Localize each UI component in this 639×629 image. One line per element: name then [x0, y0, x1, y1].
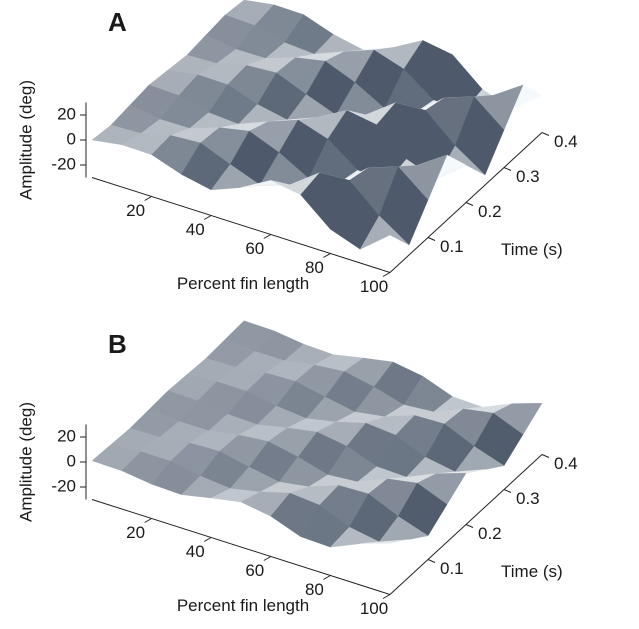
- y-tick-label: 0.2: [478, 202, 502, 221]
- x-tick: [382, 594, 391, 599]
- z-tick-label: 20: [57, 104, 76, 123]
- x-tick: [203, 215, 212, 220]
- x-tick-label: 80: [305, 258, 324, 277]
- x-axis: [91, 499, 391, 595]
- y-tick-label: 0.1: [440, 237, 464, 256]
- x-tick: [323, 575, 331, 580]
- x-tick: [263, 556, 272, 561]
- y-tick: [541, 454, 550, 458]
- y-tick-label: 0.2: [478, 524, 502, 543]
- surface-panel: [91, 320, 543, 548]
- y-tick-label: 0.1: [440, 559, 464, 578]
- x-axis: [91, 177, 391, 273]
- z-axis-label: Amplitude (deg): [16, 80, 35, 200]
- x-tick: [382, 272, 391, 277]
- surface-panel: [91, 0, 543, 250]
- y-tick: [465, 202, 474, 206]
- z-tick-label: -20: [51, 476, 76, 495]
- x-tick-label: 60: [245, 239, 264, 258]
- y-tick: [427, 237, 436, 241]
- y-tick: [503, 489, 512, 493]
- y-tick-label: 0.4: [554, 132, 578, 151]
- y-tick-label: 0.3: [516, 489, 540, 508]
- z-axis-label: Amplitude (deg): [16, 402, 35, 522]
- x-tick-label: 80: [305, 580, 324, 599]
- x-tick-label: 100: [360, 599, 388, 618]
- y-axis-label: Time (s): [501, 240, 563, 259]
- x-tick-label: 20: [126, 523, 145, 542]
- y-axis-label: Time (s): [501, 562, 563, 581]
- x-tick-label: 40: [186, 220, 205, 239]
- z-tick-label: 20: [57, 426, 76, 445]
- x-tick-label: 60: [245, 561, 264, 580]
- x-axis-label: Percent fin length: [177, 596, 309, 615]
- y-tick: [427, 559, 436, 563]
- x-tick: [203, 537, 212, 542]
- z-tick-label: 0: [67, 129, 76, 148]
- surface-patch: [359, 215, 410, 250]
- x-tick: [144, 518, 152, 523]
- z-tick-label: -20: [51, 154, 76, 173]
- z-tick-label: 0: [67, 451, 76, 470]
- x-tick: [144, 196, 152, 201]
- x-tick-label: 40: [186, 542, 205, 561]
- y-tick: [503, 167, 512, 171]
- y-tick-label: 0.4: [554, 454, 578, 473]
- x-tick: [323, 253, 331, 258]
- y-tick: [465, 524, 474, 528]
- y-tick-label: 0.3: [516, 167, 540, 186]
- x-tick: [263, 234, 272, 239]
- x-axis-label: Percent fin length: [177, 274, 309, 293]
- panel-label: B: [108, 329, 127, 359]
- x-tick-label: 20: [126, 201, 145, 220]
- surface-patch: [360, 539, 410, 544]
- x-tick-label: 100: [360, 277, 388, 296]
- panel-label: A: [108, 7, 127, 37]
- y-tick: [541, 132, 550, 136]
